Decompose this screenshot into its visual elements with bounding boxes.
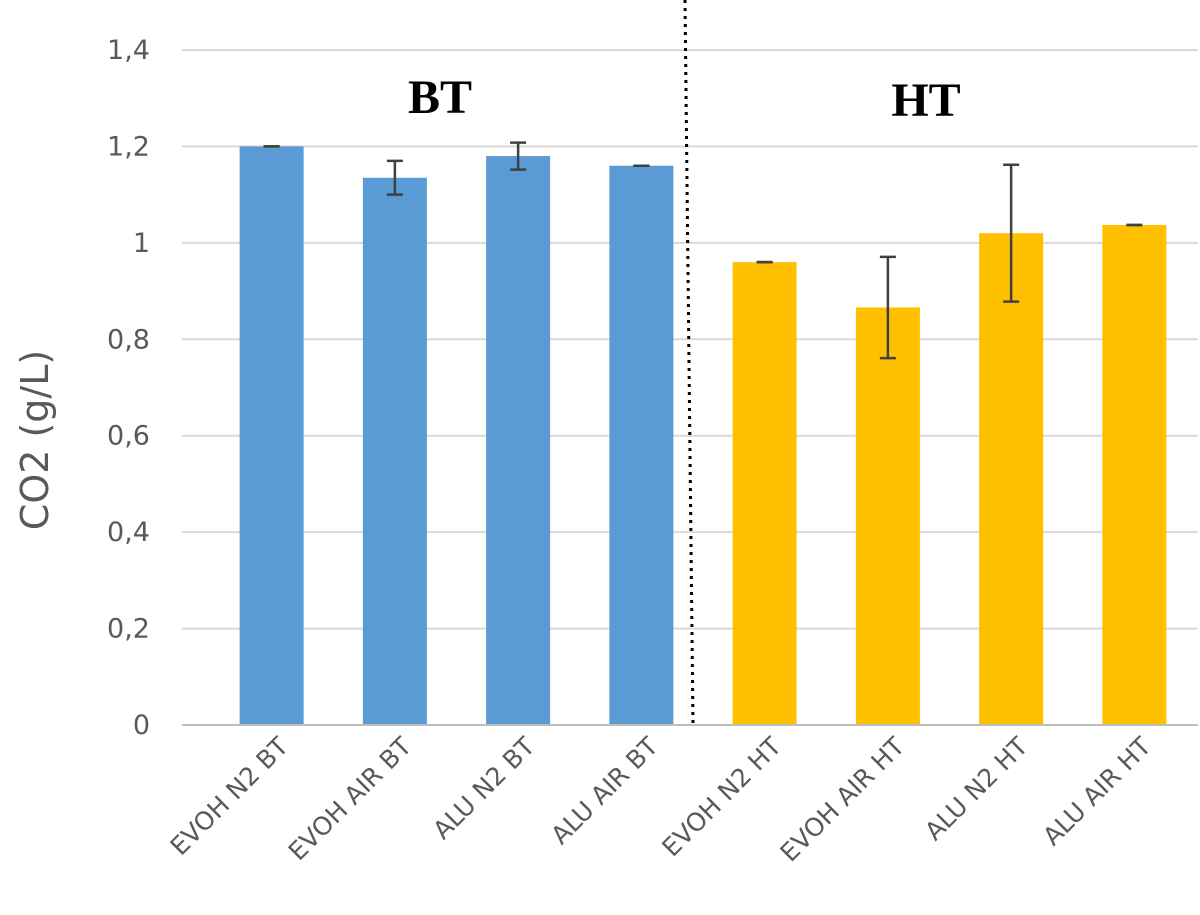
x-category-label: ALU AIR BT: [545, 731, 664, 850]
y-tick-label: 0,8: [107, 324, 150, 355]
x-category-label: EVOH N2 HT: [656, 731, 787, 862]
y-tick-label: 0,4: [107, 517, 150, 548]
y-tick-label: 1,2: [107, 131, 150, 162]
x-category-label: ALU AIR HT: [1037, 731, 1157, 851]
group-label-bt: BT: [408, 71, 472, 124]
gridlines: [182, 49, 1198, 630]
y-tick-label: 1: [133, 228, 150, 259]
error-bar: [510, 141, 527, 171]
error-bars: [263, 141, 1143, 360]
bar: [979, 233, 1044, 725]
y-axis-title: CO2 (g/L): [13, 350, 57, 530]
bar: [239, 146, 304, 725]
x-category-label: ALU N2 BT: [427, 731, 541, 845]
y-tick-label: 0,6: [107, 421, 150, 452]
bar: [362, 177, 427, 726]
x-category-label: ALU N2 HT: [919, 731, 1034, 846]
x-category-label: EVOH AIR BT: [283, 731, 418, 866]
error-bar: [386, 159, 403, 196]
y-tick-label: 0: [133, 710, 150, 741]
group-separator-line: [683, 0, 695, 726]
error-bar: [879, 255, 896, 360]
error-bar: [1003, 163, 1020, 303]
bar: [732, 262, 797, 725]
bar: [609, 165, 674, 725]
y-tick-labels: 0 0,2 0,4 0,6 0,8 1 1,2 1,4: [107, 35, 150, 741]
x-category-label: EVOH N2 BT: [165, 731, 295, 861]
x-category-label: EVOH AIR HT: [775, 731, 911, 867]
bar: [855, 307, 920, 725]
y-tick-label: 0,2: [107, 614, 150, 645]
group-label-ht: HT: [891, 74, 960, 127]
bar: [486, 156, 551, 726]
y-tick-label: 1,4: [107, 35, 150, 66]
bar: [1102, 225, 1167, 725]
bars: [239, 146, 1167, 726]
